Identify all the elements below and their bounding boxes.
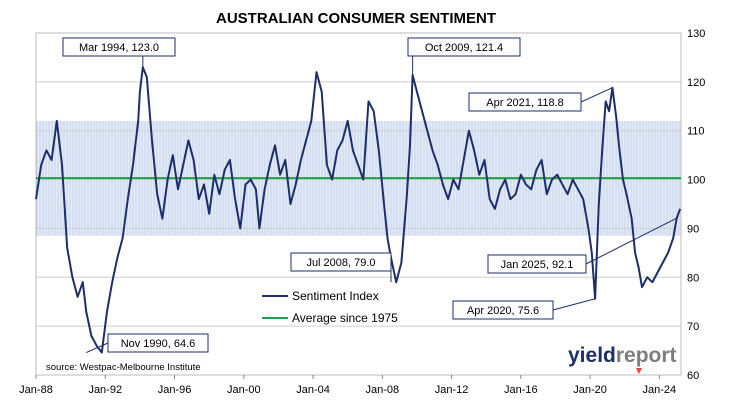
y-tick-label: 110 [687,126,705,138]
logo-accent-triangle [636,368,642,374]
series-layer [35,66,682,354]
x-tick-label: Jan-20 [573,384,607,396]
x-tick-label: Jan-04 [296,384,330,396]
y-tick-label: 60 [687,370,699,382]
legend-label-average: Average since 1975 [292,311,398,325]
legend: Sentiment Index Average since 1975 [262,289,398,325]
annotation-box [452,300,554,320]
y-tick-label: 130 [687,28,705,40]
x-tick-label: Jan-24 [643,384,677,396]
x-tick-label: Jan-12 [435,384,469,396]
annotation-leader [580,87,613,103]
y-axis: 60 70 80 90 100 110 120 130 [687,28,705,382]
annotation-box [468,92,582,112]
x-tick-label: Jan-08 [365,384,399,396]
annotation-label: Mar 1994, 123.0 [79,42,159,54]
svg-text:yieldreport: yieldreport [568,344,677,367]
annotation-label: Jul 2008, 79.0 [306,257,375,269]
sentiment-line [35,66,682,354]
annotation-box [290,252,392,272]
yieldreport-logo: yieldreport [568,344,677,374]
x-axis: Jan-88 Jan-92 Jan-96 Jan-00 Jan-04 Jan-08 Jan-… [19,375,676,396]
annotation-leader [585,217,677,265]
x-tick-label: Jan-00 [227,384,261,396]
annotation-label: Jan 2025, 92.1 [501,259,574,271]
annotation-leader [552,298,596,311]
legend-label-sentiment: Sentiment Index [292,289,379,303]
logo-text-yield: yield [568,344,616,367]
annotations-layer: Mar 1994, 123.0 Oct 2009, 121.4 Apr 2021, … [62,37,677,353]
annotation-label: Apr 2020, 75.6 [467,305,539,317]
plot-frame [35,32,682,376]
annotation-label: Oct 2009, 121.4 [425,42,503,54]
annotation-label: Nov 1990, 64.6 [121,338,196,350]
x-tick-label: Jan-16 [504,384,538,396]
annotation-leader [86,342,109,353]
annotation-box [487,254,587,274]
annotation-label: Apr 2021, 118.8 [486,97,563,109]
logo-text-report: report [616,344,677,367]
y-tick-label: 120 [687,77,705,89]
y-tick-label: 90 [687,223,699,235]
annotation-box [62,37,176,57]
chart-title: AUSTRALIAN CONSUMER SENTIMENT [216,10,496,27]
source-note: source: Westpac-Melbourne Institute [46,362,201,373]
annotation-box [407,37,521,57]
x-tick-label: Jan-88 [19,384,53,396]
y-tick-label: 80 [687,272,699,284]
annotation-box [107,333,209,353]
x-tick-label: Jan-92 [88,384,122,396]
y-tick-label: 100 [687,175,705,187]
y-tick-label: 70 [687,321,699,333]
x-tick-label: Jan-96 [158,384,192,396]
